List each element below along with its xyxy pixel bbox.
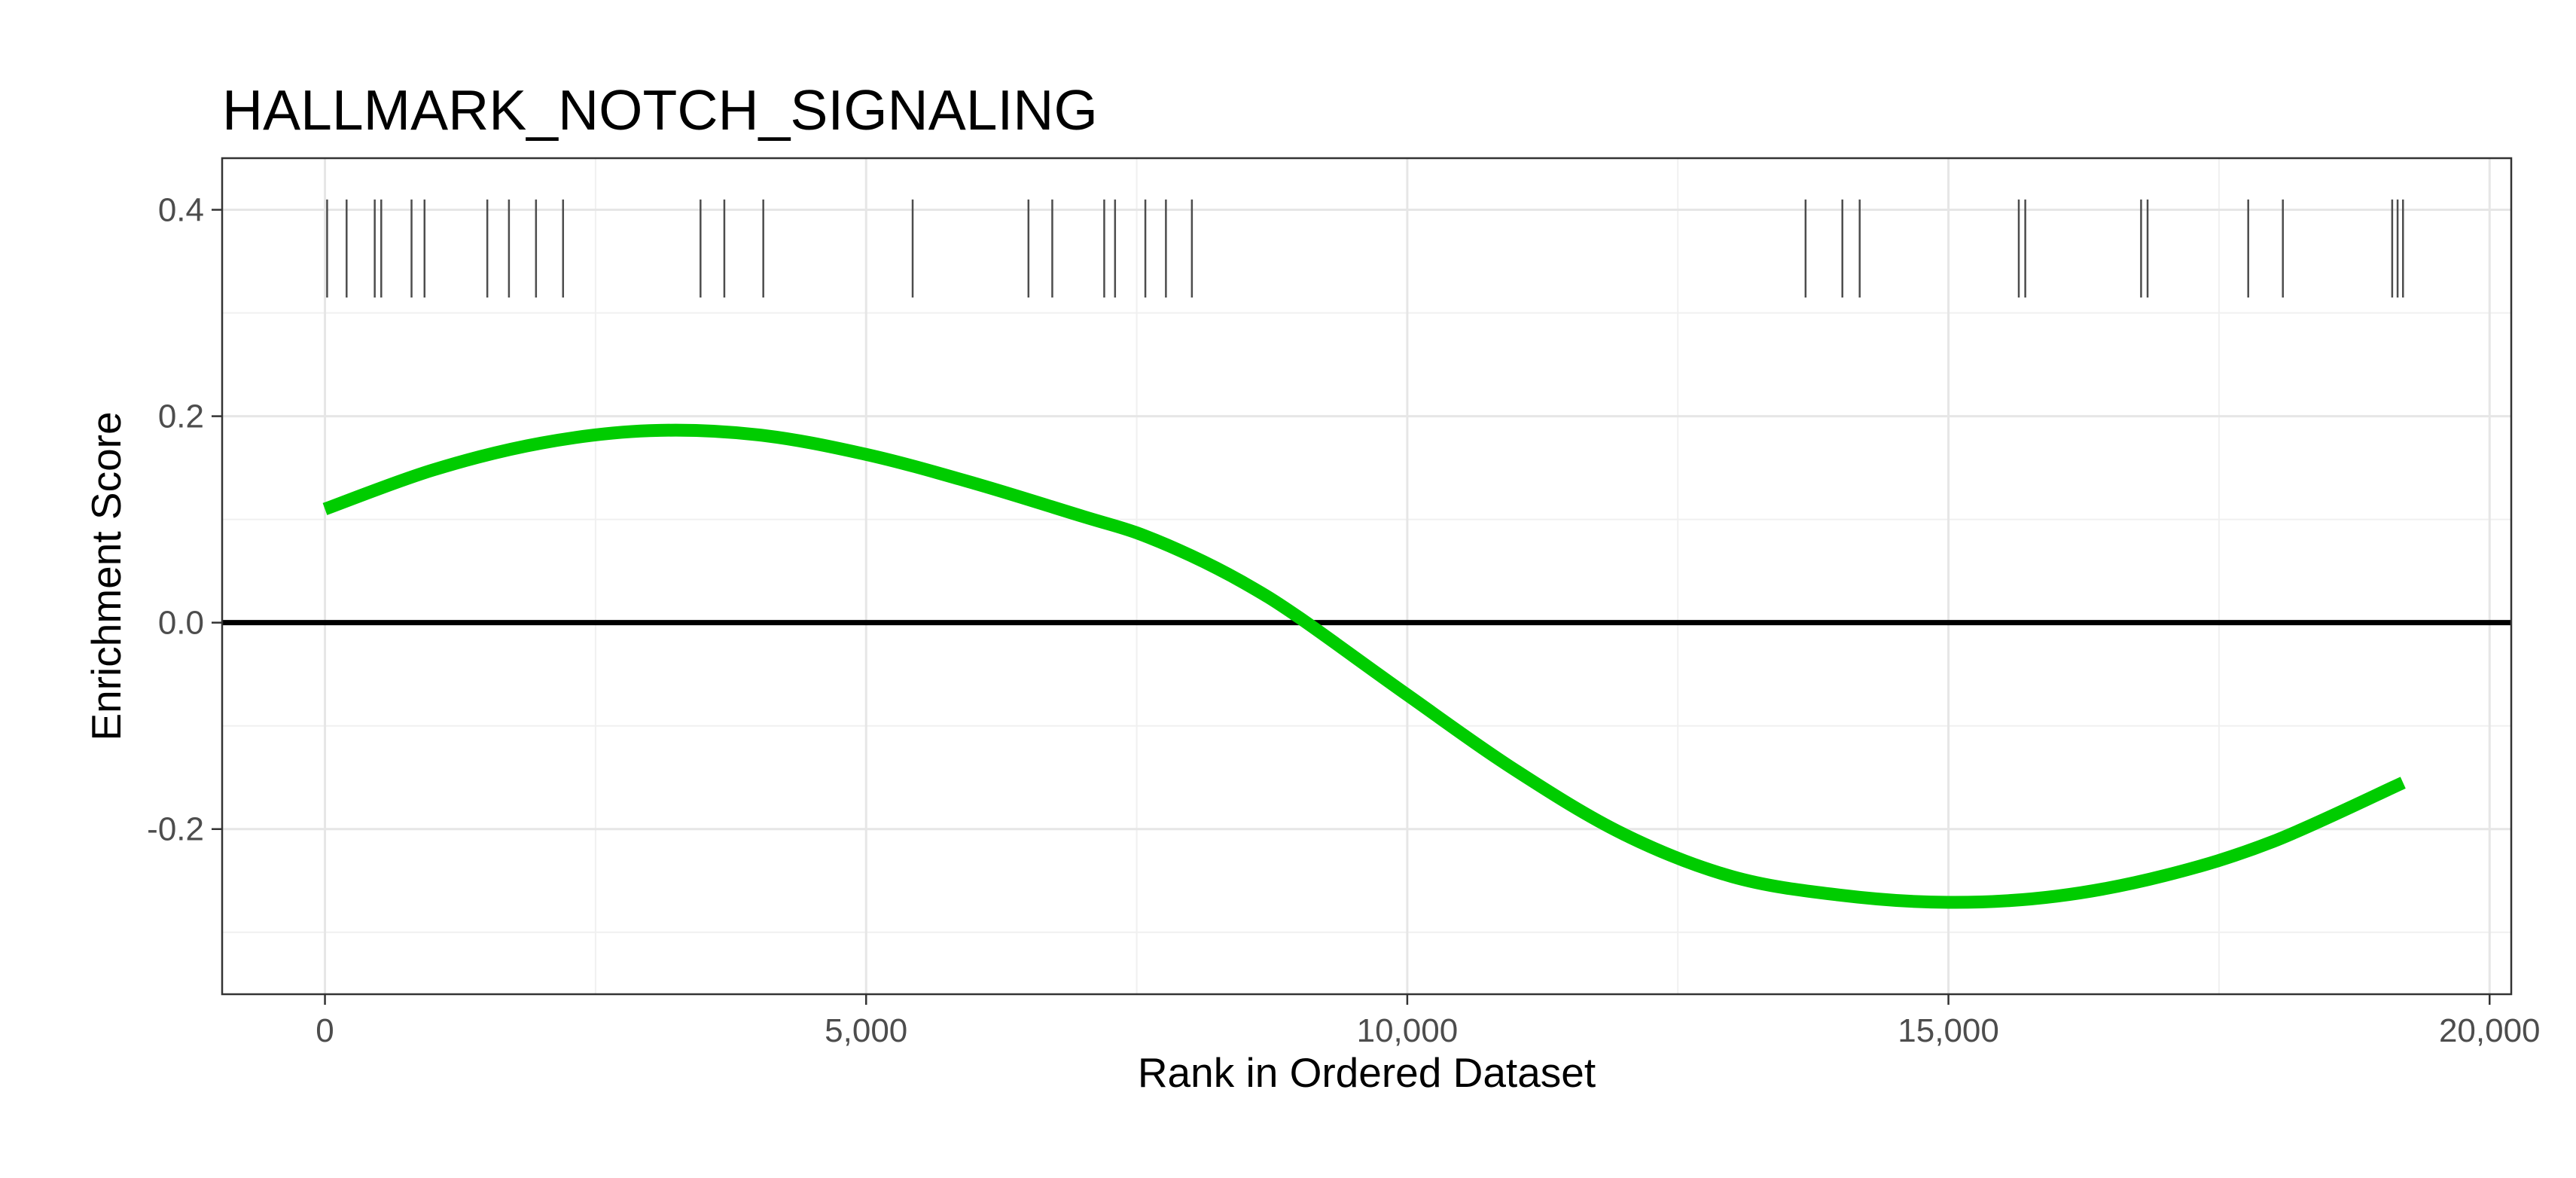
y-axis-ticks: -0.2 0.0 0.2 0.4 [147,192,222,848]
y-tick-label: 0.0 [158,605,204,642]
panel-border [221,157,2513,996]
y-tick-label: 0.4 [158,192,204,229]
y-tick-label: -0.2 [147,811,204,848]
x-tick-label: 10,000 [1357,1012,1459,1049]
series-layer [322,423,2406,909]
chart-title: HALLMARK_NOTCH_SIGNALING [222,78,1098,142]
gene-hit-marks [326,199,2404,298]
x-tick-label: 0 [316,1012,334,1049]
x-axis-title: Rank in Ordered Dataset [1138,1049,1596,1096]
grid-layer [222,158,2511,994]
x-tick-label: 20,000 [2439,1012,2541,1049]
y-axis-title: Enrichment Score [83,411,130,740]
y-tick-label: 0.2 [158,398,204,435]
x-tick-label: 15,000 [1898,1012,1999,1049]
x-axis-ticks: 0 5,000 10,000 15,000 20,000 [316,994,2541,1049]
x-tick-label: 5,000 [825,1012,907,1049]
enrichment-curve [322,423,2406,909]
